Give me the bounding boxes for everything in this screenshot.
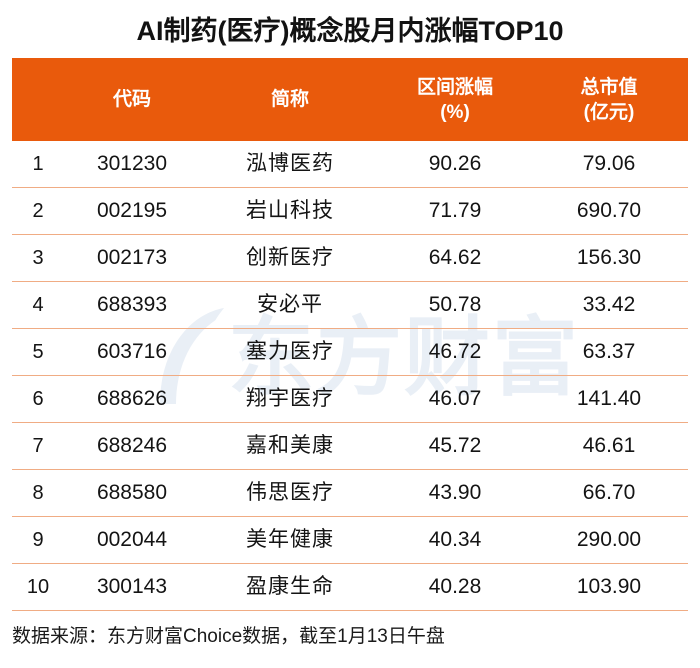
- table-header-row: 代码 简称 区间涨幅 (%) 总市值 (亿元): [12, 58, 688, 141]
- column-header-code-label: 代码: [112, 89, 151, 110]
- cell-name: 塞力医疗: [200, 328, 380, 376]
- cell-rank: 3: [12, 234, 64, 282]
- cell-mktcap: 141.40: [530, 375, 688, 423]
- cell-change: 90.26: [380, 141, 530, 188]
- cell-mktcap: 66.70: [530, 469, 688, 517]
- cell-mktcap: 290.00: [530, 516, 688, 564]
- cell-change: 46.72: [380, 328, 530, 376]
- cell-code: 688626: [64, 375, 200, 423]
- column-header-change-unit: (%): [440, 101, 470, 123]
- column-header-change: 区间涨幅 (%): [380, 58, 530, 141]
- cell-name: 翔宇医疗: [200, 375, 380, 423]
- table-row: 9 002044 美年健康 40.34 290.00: [12, 516, 688, 564]
- cell-rank: 1: [12, 141, 64, 188]
- table-row: 4 688393 安必平 50.78 33.42: [12, 281, 688, 329]
- page-title: AI制药(医疗)概念股月内涨幅TOP10: [136, 16, 564, 46]
- column-header-name-label: 简称: [270, 89, 309, 110]
- cell-rank: 4: [12, 281, 64, 329]
- cell-code: 688246: [64, 422, 200, 470]
- cell-name: 岩山科技: [200, 187, 380, 235]
- cell-rank: 6: [12, 375, 64, 423]
- cell-code: 002173: [64, 234, 200, 282]
- cell-mktcap: 156.30: [530, 234, 688, 282]
- cell-name: 创新医疗: [200, 234, 380, 282]
- cell-code: 603716: [64, 328, 200, 376]
- cell-name: 伟思医疗: [200, 469, 380, 517]
- ranking-table: 代码 简称 区间涨幅 (%) 总市值 (亿元): [12, 58, 688, 611]
- table-row: 2 002195 岩山科技 71.79 690.70: [12, 187, 688, 235]
- column-header-mktcap: 总市值 (亿元): [530, 58, 688, 141]
- cell-rank: 10: [12, 563, 64, 611]
- column-header-mktcap-unit: (亿元): [583, 101, 635, 123]
- cell-change: 46.07: [380, 375, 530, 423]
- cell-code: 301230: [64, 141, 200, 188]
- cell-mktcap: 79.06: [530, 141, 688, 188]
- cell-name: 安必平: [200, 281, 380, 329]
- cell-name: 美年健康: [200, 516, 380, 564]
- cell-name: 盈康生命: [200, 563, 380, 611]
- ranking-table-wrapper: 代码 简称 区间涨幅 (%) 总市值 (亿元): [12, 58, 688, 611]
- cell-code: 002195: [64, 187, 200, 235]
- table-header: 代码 简称 区间涨幅 (%) 总市值 (亿元): [12, 58, 688, 141]
- cell-mktcap: 46.61: [530, 422, 688, 470]
- table-row: 10 300143 盈康生命 40.28 103.90: [12, 563, 688, 611]
- cell-code: 300143: [64, 563, 200, 611]
- cell-name: 泓博医药: [200, 141, 380, 188]
- column-header-code: 代码: [64, 58, 200, 141]
- cell-rank: 9: [12, 516, 64, 564]
- cell-change: 64.62: [380, 234, 530, 282]
- cell-change: 45.72: [380, 422, 530, 470]
- cell-change: 71.79: [380, 187, 530, 235]
- cell-change: 40.34: [380, 516, 530, 564]
- cell-code: 002044: [64, 516, 200, 564]
- cell-mktcap: 690.70: [530, 187, 688, 235]
- cell-mktcap: 33.42: [530, 281, 688, 329]
- cell-rank: 7: [12, 422, 64, 470]
- cell-code: 688393: [64, 281, 200, 329]
- table-row: 5 603716 塞力医疗 46.72 63.37: [12, 328, 688, 376]
- cell-change: 50.78: [380, 281, 530, 329]
- cell-rank: 8: [12, 469, 64, 517]
- cell-mktcap: 63.37: [530, 328, 688, 376]
- table-row: 1 301230 泓博医药 90.26 79.06: [12, 141, 688, 188]
- cell-change: 40.28: [380, 563, 530, 611]
- data-source-note: 数据来源：东方财富Choice数据，截至1月13日午盘: [12, 626, 445, 647]
- cell-code: 688580: [64, 469, 200, 517]
- table-row: 8 688580 伟思医疗 43.90 66.70: [12, 469, 688, 517]
- table-body: 1 301230 泓博医药 90.26 79.06 2 002195 岩山科技 …: [12, 141, 688, 611]
- cell-rank: 2: [12, 187, 64, 235]
- cell-name: 嘉和美康: [200, 422, 380, 470]
- table-row: 7 688246 嘉和美康 45.72 46.61: [12, 422, 688, 470]
- column-header-mktcap-label: 总市值: [580, 76, 638, 98]
- cell-rank: 5: [12, 328, 64, 376]
- table-row: 6 688626 翔宇医疗 46.07 141.40: [12, 375, 688, 423]
- column-header-rank: [12, 58, 64, 141]
- cell-mktcap: 103.90: [530, 563, 688, 611]
- column-header-change-label: 区间涨幅: [416, 76, 493, 98]
- table-row: 3 002173 创新医疗 64.62 156.30: [12, 234, 688, 282]
- cell-change: 43.90: [380, 469, 530, 517]
- column-header-name: 简称: [200, 58, 380, 141]
